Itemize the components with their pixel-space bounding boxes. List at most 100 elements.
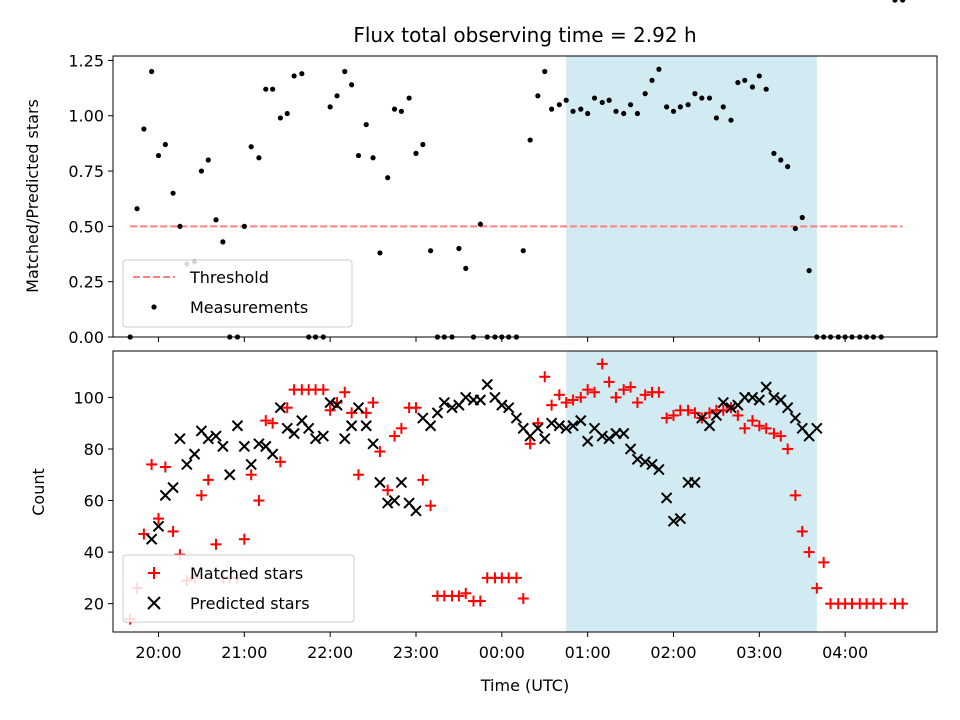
- measurement-point: [806, 268, 812, 274]
- predicted-star-point: [281, 422, 293, 435]
- predicted-star-point: [560, 422, 572, 435]
- top-shaded-region: [566, 56, 817, 337]
- measurement-point: [785, 164, 791, 170]
- predicted-star-point: [703, 420, 716, 432]
- matched-star-point: [746, 415, 758, 427]
- legend-threshold-label: Threshold: [189, 268, 269, 287]
- measurement-point: [599, 99, 605, 106]
- measurement-point: [198, 168, 205, 174]
- predicted-star-point: [317, 430, 329, 442]
- measurement-point: [649, 77, 655, 83]
- measurement-point: [685, 102, 691, 108]
- predicted-star-point: [532, 422, 544, 435]
- predicted-star-point: [288, 427, 300, 440]
- matched-star-point: [159, 461, 171, 473]
- matched-star-point: [352, 469, 364, 481]
- measurement-point: [900, 0, 906, 3]
- measurement-point: [477, 221, 483, 227]
- measurement-point: [634, 110, 641, 117]
- matched-star-point: [245, 469, 257, 481]
- predicted-star-point: [410, 505, 422, 517]
- bottom-y-ticks: 20 40 60 80 100: [73, 388, 113, 614]
- measurement-point: [463, 265, 469, 272]
- measurement-point: [413, 150, 419, 156]
- predicted-star-point: [567, 420, 579, 432]
- x-tick-label: 04:00: [822, 643, 868, 662]
- predicted-star-point: [596, 430, 608, 442]
- matched-star-point: [897, 598, 909, 610]
- top-y-axis-label: Matched/Predicted stars: [23, 99, 42, 293]
- measurement-point: [756, 73, 762, 79]
- measurement-point: [377, 250, 383, 256]
- matched-star-point: [582, 384, 594, 396]
- matched-star-point: [339, 386, 351, 398]
- matched-star-point: [395, 422, 407, 434]
- legend-predicted-swatch: [147, 596, 161, 610]
- matched-star-point: [382, 484, 394, 496]
- measurement-point: [699, 95, 705, 101]
- predicted-star-point: [811, 422, 823, 435]
- matched-star-point: [753, 420, 765, 432]
- predicted-star-point: [302, 422, 315, 435]
- matched-star-point: [324, 404, 336, 416]
- predicted-star-point: [152, 520, 165, 533]
- predicted-star-point: [753, 394, 766, 406]
- matched-star-point: [631, 397, 643, 409]
- matched-star-point: [195, 489, 207, 501]
- predicted-star-point: [502, 402, 515, 414]
- measurement-point: [585, 110, 591, 117]
- shaded-interval: [566, 56, 817, 337]
- x-tick-label: 21:00: [221, 643, 267, 662]
- y-tick-label: 0.50: [68, 217, 104, 236]
- predicted-star-point: [553, 420, 566, 432]
- predicted-star-point: [474, 394, 487, 406]
- matched-star-point: [639, 389, 651, 401]
- matched-star-point: [253, 495, 265, 507]
- matched-star-point: [453, 590, 465, 602]
- predicted-star-point: [460, 391, 472, 404]
- matched-star-point: [603, 376, 615, 388]
- measurement-point: [385, 175, 391, 181]
- matched-star-point: [417, 474, 429, 486]
- matched-star-point: [274, 456, 286, 468]
- predicted-star-point: [367, 438, 379, 450]
- x-tick-label: 22:00: [307, 643, 353, 662]
- matched-star-point: [818, 556, 830, 568]
- matched-star-point: [760, 422, 772, 434]
- matched-star-point: [782, 443, 794, 455]
- measurement-point: [363, 121, 369, 128]
- top-panel: 0.00 0.25 0.50 0.75 1.00 1.25 Matched/Predict…: [23, 0, 938, 347]
- bottom-legend: Matched stars Predicted stars: [122, 554, 355, 623]
- measurement-point: [213, 217, 219, 223]
- measurement-point: [391, 106, 398, 112]
- measurement-point: [642, 91, 648, 97]
- y-tick-label: 0.25: [68, 273, 104, 292]
- measurement-point: [664, 104, 670, 110]
- measurement-point: [613, 108, 619, 114]
- matched-star-point: [575, 391, 587, 403]
- predicted-star-point: [667, 515, 680, 527]
- chart-title: Flux total observing time = 2.92 h: [353, 23, 696, 47]
- y-tick-label: 0.75: [68, 162, 104, 181]
- matched-star-point: [625, 381, 637, 393]
- predicted-star-point: [746, 391, 759, 404]
- predicted-star-point: [167, 481, 179, 494]
- y-tick-label: 0.00: [68, 328, 104, 347]
- matched-star-point: [768, 427, 780, 439]
- measurement-point: [742, 77, 748, 83]
- matched-star-point: [267, 417, 279, 429]
- predicted-star-point: [424, 420, 437, 432]
- predicted-star-point: [181, 458, 193, 471]
- measurement-point: [799, 214, 805, 221]
- predicted-star-point: [145, 533, 158, 545]
- top-y-ticks: 0.00 0.25 0.50 0.75 1.00 1.25: [68, 51, 113, 347]
- predicted-star-point: [446, 402, 458, 414]
- measurement-point: [792, 225, 798, 232]
- measurement-point: [420, 141, 426, 148]
- predicted-star-point: [174, 432, 186, 445]
- matched-star-point: [732, 409, 744, 421]
- matched-star-point: [553, 389, 565, 401]
- predicted-star-point: [388, 494, 401, 507]
- legend-matched-swatch: [148, 567, 160, 579]
